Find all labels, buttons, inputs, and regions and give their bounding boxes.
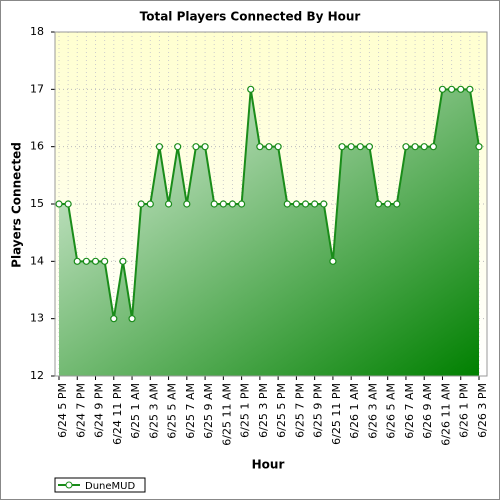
x-tick-label: 6/24 7 PM bbox=[74, 383, 87, 438]
marker bbox=[311, 200, 319, 208]
marker bbox=[365, 143, 374, 151]
marker bbox=[420, 143, 428, 151]
marker bbox=[393, 200, 401, 208]
marker bbox=[384, 200, 392, 208]
x-tick-label: 6/25 5 PM bbox=[275, 383, 288, 438]
marker bbox=[457, 85, 465, 93]
x-tick-label: 6/24 9 PM bbox=[93, 383, 106, 438]
y-tick-label: 16 bbox=[30, 140, 44, 153]
marker bbox=[466, 85, 474, 93]
marker bbox=[411, 143, 419, 151]
x-tick-label: 6/25 1 AM bbox=[129, 383, 142, 439]
marker bbox=[274, 143, 282, 151]
marker bbox=[192, 143, 200, 151]
marker bbox=[347, 143, 355, 151]
marker bbox=[101, 257, 109, 265]
marker bbox=[201, 143, 209, 151]
x-tick-label: 6/25 3 AM bbox=[147, 383, 160, 439]
marker bbox=[475, 143, 483, 151]
x-tick-label: 6/26 3 AM bbox=[366, 383, 379, 439]
marker bbox=[183, 200, 191, 208]
marker bbox=[320, 200, 328, 208]
x-tick-label: 6/26 3 PM bbox=[476, 383, 489, 438]
marker bbox=[137, 200, 145, 208]
x-axis-title: Hour bbox=[252, 458, 285, 472]
marker bbox=[402, 143, 410, 151]
area bbox=[59, 89, 479, 376]
marker bbox=[164, 200, 173, 208]
marker bbox=[64, 200, 72, 208]
marker bbox=[210, 200, 218, 208]
x-tick-label: 6/25 7 AM bbox=[184, 383, 197, 439]
marker bbox=[338, 143, 346, 151]
marker bbox=[119, 257, 127, 265]
marker bbox=[301, 200, 310, 208]
marker bbox=[256, 143, 264, 151]
marker bbox=[174, 143, 182, 151]
y-tick-label: 15 bbox=[30, 197, 44, 210]
chart-title: Total Players Connected By Hour bbox=[140, 10, 361, 24]
x-tick-label: 6/26 11 AM bbox=[439, 383, 452, 446]
x-tick-label: 6/25 1 PM bbox=[239, 383, 252, 438]
marker bbox=[374, 200, 383, 208]
y-axis-title: Players Connected bbox=[10, 142, 24, 268]
x-tick-label: 6/25 9 AM bbox=[202, 383, 215, 439]
marker bbox=[55, 200, 63, 208]
marker bbox=[265, 143, 273, 151]
marker bbox=[292, 200, 300, 208]
marker bbox=[438, 85, 447, 93]
y-tick-label: 13 bbox=[30, 312, 44, 325]
legend-label: DuneMUD bbox=[85, 481, 135, 492]
marker bbox=[283, 200, 291, 208]
marker bbox=[448, 85, 456, 93]
marker bbox=[128, 315, 136, 323]
marker bbox=[356, 143, 364, 151]
marker bbox=[429, 143, 437, 151]
marker bbox=[91, 257, 100, 265]
legend-marker bbox=[65, 481, 73, 489]
marker bbox=[155, 143, 164, 151]
x-tick-label: 6/24 11 PM bbox=[111, 383, 124, 445]
x-tick-label: 6/25 3 PM bbox=[257, 383, 270, 438]
marker bbox=[110, 315, 118, 323]
x-tick-label: 6/25 11 PM bbox=[330, 383, 343, 445]
x-tick-label: 6/26 7 AM bbox=[403, 383, 416, 439]
plot-border bbox=[54, 31, 488, 377]
y-tick-label: 14 bbox=[30, 254, 44, 267]
legend-box bbox=[54, 477, 146, 493]
x-tick-label: 6/25 9 PM bbox=[312, 383, 325, 438]
marker bbox=[82, 257, 90, 265]
x-tick-label: 6/26 5 AM bbox=[385, 383, 398, 439]
y-tick-label: 17 bbox=[30, 82, 44, 95]
y-tick-label: 12 bbox=[30, 369, 44, 382]
x-tick-label: 6/25 5 AM bbox=[166, 383, 179, 439]
x-tick-label: 6/26 1 PM bbox=[458, 383, 471, 438]
marker bbox=[219, 200, 227, 208]
x-tick-label: 6/25 11 AM bbox=[220, 383, 233, 446]
marker bbox=[238, 200, 246, 208]
marker bbox=[247, 85, 255, 93]
x-tick-label: 6/26 1 AM bbox=[348, 383, 361, 439]
y-tick-label: 18 bbox=[30, 25, 44, 38]
marker bbox=[146, 200, 154, 208]
marker bbox=[73, 257, 81, 265]
x-tick-label: 6/25 7 PM bbox=[293, 383, 306, 438]
marker bbox=[228, 200, 237, 208]
marker bbox=[329, 257, 337, 265]
x-tick-label: 6/24 5 PM bbox=[56, 383, 69, 438]
x-tick-label: 6/26 9 AM bbox=[421, 383, 434, 439]
